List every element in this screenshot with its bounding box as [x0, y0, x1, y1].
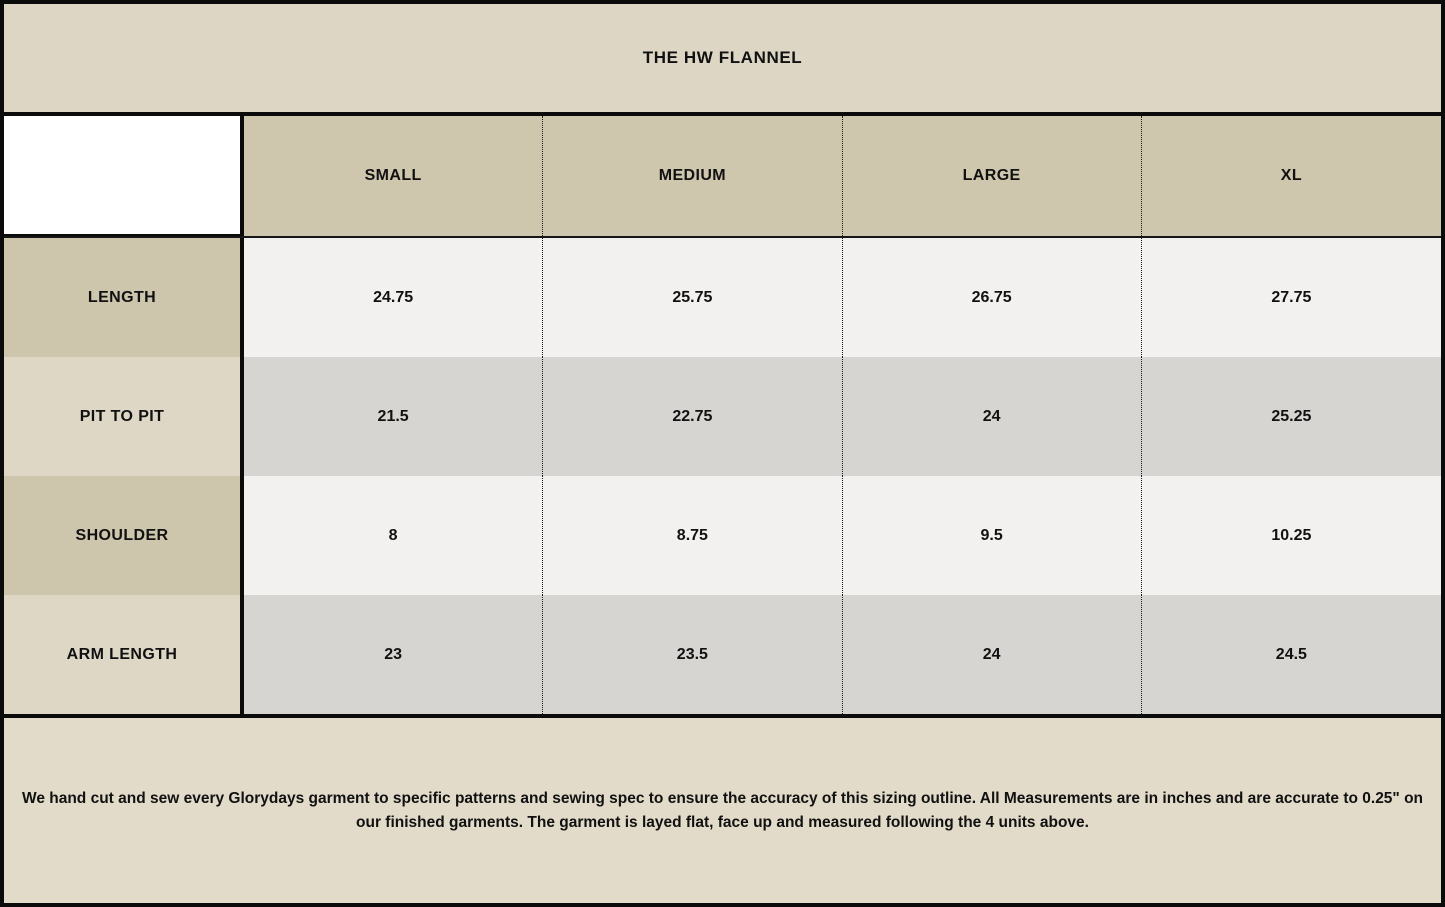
cell-length-xl: 27.75: [1141, 238, 1441, 357]
column-header-small: SMALL: [244, 116, 544, 236]
cell-shoulder-large: 9.5: [842, 476, 1142, 595]
cell-arm-length-large: 24: [842, 595, 1142, 714]
column-header-xl: XL: [1141, 116, 1441, 236]
corner-cell: [4, 116, 244, 236]
row-label-arm-length: ARM LENGTH: [4, 595, 244, 714]
footer-section: We hand cut and sew every Glorydays garm…: [4, 714, 1441, 903]
measurement-disclaimer: We hand cut and sew every Glorydays garm…: [21, 790, 1424, 831]
cell-arm-length-small: 23: [244, 595, 544, 714]
table-row-length: LENGTH 24.75 25.75 26.75 27.75: [4, 238, 1441, 357]
cell-length-small: 24.75: [244, 238, 544, 357]
cell-pit-to-pit-large: 24: [842, 357, 1142, 476]
size-header-row: SMALL MEDIUM LARGE XL: [4, 116, 1441, 238]
cell-arm-length-xl: 24.5: [1141, 595, 1441, 714]
row-label-length: LENGTH: [4, 238, 244, 357]
cell-pit-to-pit-xl: 25.25: [1141, 357, 1441, 476]
page-title: THE HW FLANNEL: [642, 48, 803, 67]
cell-shoulder-xl: 10.25: [1141, 476, 1441, 595]
table-row-arm-length: ARM LENGTH 23 23.5 24 24.5: [4, 595, 1441, 714]
row-label-pit-to-pit: PIT TO PIT: [4, 357, 244, 476]
column-header-large: LARGE: [842, 116, 1142, 236]
table-row-shoulder: SHOULDER 8 8.75 9.5 10.25: [4, 476, 1441, 595]
cell-arm-length-medium: 23.5: [543, 595, 843, 714]
cell-length-large: 26.75: [842, 238, 1142, 357]
cell-pit-to-pit-small: 21.5: [244, 357, 544, 476]
cell-shoulder-medium: 8.75: [543, 476, 843, 595]
row-label-shoulder: SHOULDER: [4, 476, 244, 595]
cell-pit-to-pit-medium: 22.75: [543, 357, 843, 476]
column-header-medium: MEDIUM: [543, 116, 843, 236]
table-row-pit-to-pit: PIT TO PIT 21.5 22.75 24 25.25: [4, 357, 1441, 476]
title-bar: THE HW FLANNEL: [4, 4, 1441, 116]
cell-shoulder-small: 8: [244, 476, 544, 595]
cell-length-medium: 25.75: [543, 238, 843, 357]
